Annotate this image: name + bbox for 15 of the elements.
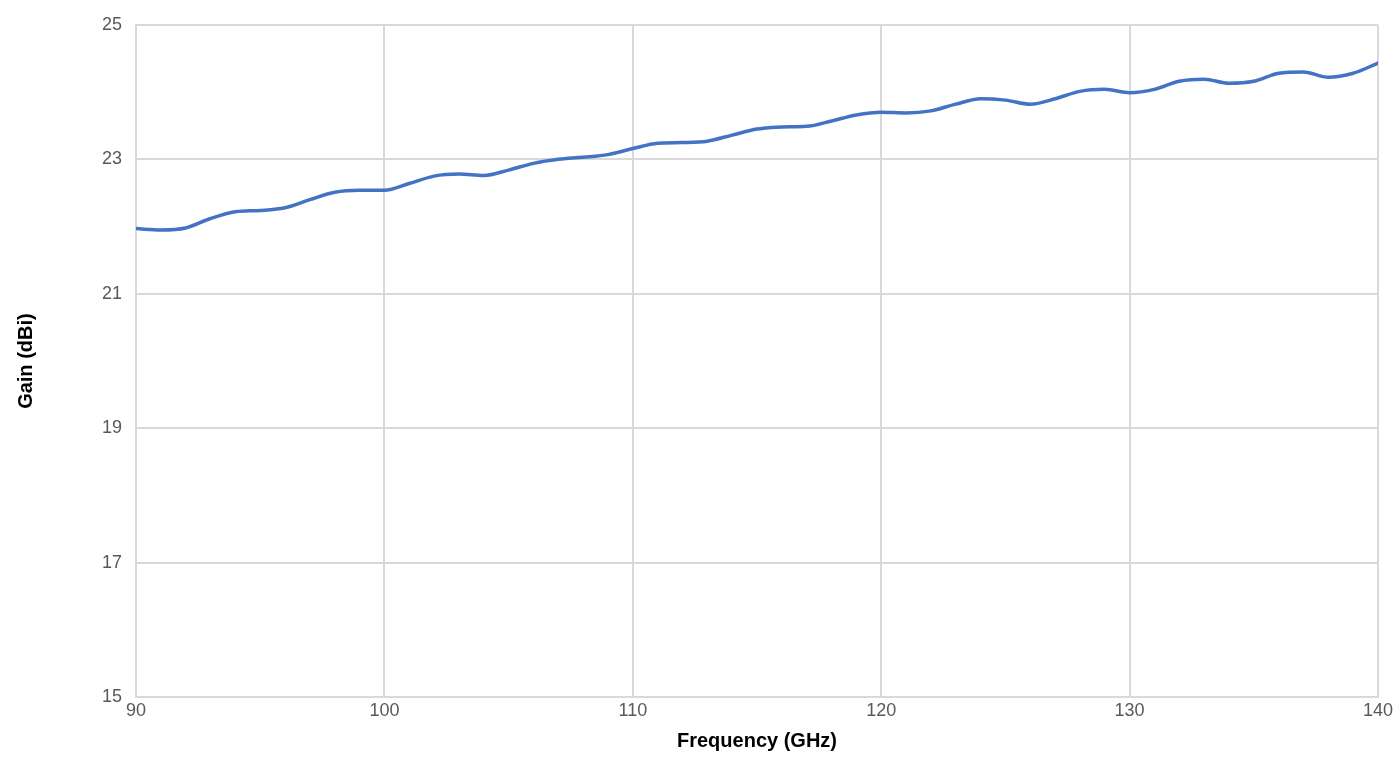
y-tick-label: 21 (101, 282, 123, 303)
x-tick-label: 120 (866, 700, 897, 721)
x-tick-label: 140 (1362, 700, 1394, 721)
y-tick-label: 25 (101, 13, 123, 34)
y-tick-label: 23 (101, 148, 123, 169)
x-tick-label: 130 (1114, 700, 1145, 721)
y-axis-title: Gain (dBi) (13, 313, 36, 409)
x-axis-title: Frequency (GHz) (677, 728, 838, 751)
y-tick-label: 19 (101, 417, 123, 438)
y-tick-label: 17 (101, 551, 123, 572)
line-series (136, 61, 1378, 232)
y-tick-label: 15 (101, 686, 123, 707)
x-tick-label: 110 (618, 700, 648, 721)
x-tick-label: 100 (369, 700, 400, 721)
x-tick-label: 90 (126, 700, 147, 721)
